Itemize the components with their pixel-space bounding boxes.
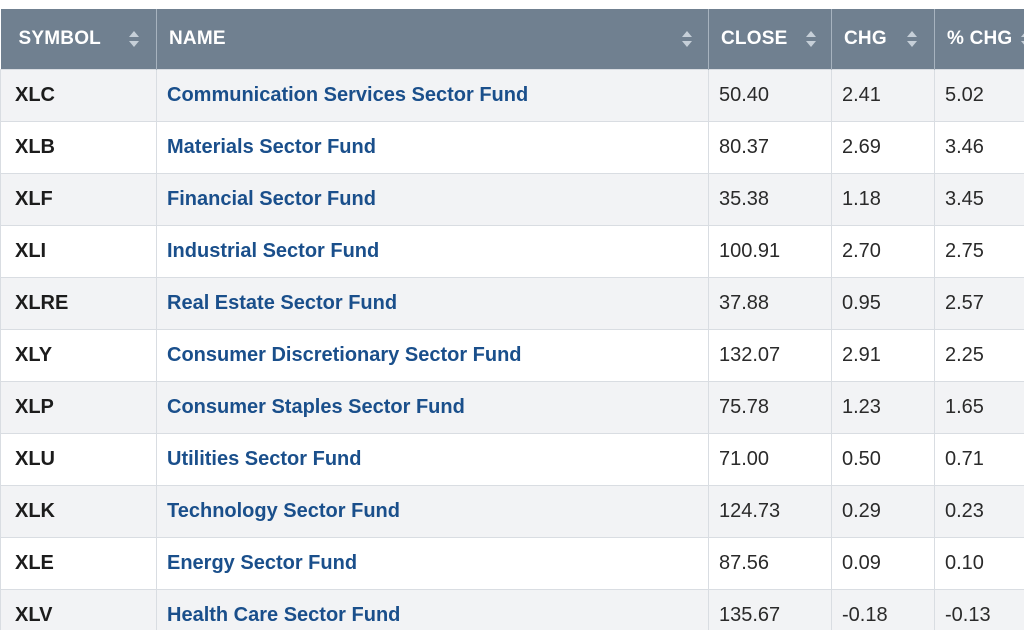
chg-cell: 2.41: [831, 69, 935, 121]
header-row: SYMBOL NAME CLOSE CHG % CHG: [0, 9, 1024, 69]
column-header-symbol-label: SYMBOL: [18, 27, 101, 49]
column-header-pct-chg-label: % CHG: [947, 27, 1013, 49]
name-cell: Utilities Sector Fund: [156, 433, 709, 485]
sort-icon[interactable]: [682, 30, 692, 47]
table-row[interactable]: XLK Technology Sector Fund 124.73 0.29 0.23: [0, 485, 1024, 537]
pct-chg-cell: 0.71: [934, 433, 1024, 485]
fund-name-link[interactable]: Financial Sector Fund: [167, 187, 376, 210]
fund-name-link[interactable]: Consumer Discretionary Sector Fund: [167, 343, 522, 366]
close-cell: 132.07: [708, 329, 832, 381]
chg-cell: 2.69: [831, 121, 935, 173]
fund-name-link[interactable]: Utilities Sector Fund: [167, 447, 362, 470]
fund-name-link[interactable]: Technology Sector Fund: [167, 499, 400, 522]
fund-name-link[interactable]: Communication Services Sector Fund: [167, 83, 529, 106]
column-header-chg[interactable]: CHG: [831, 9, 935, 69]
table-row[interactable]: XLP Consumer Staples Sector Fund 75.78 1.23…: [0, 381, 1024, 433]
pct-chg-cell: 1.65: [934, 381, 1024, 433]
pct-chg-cell: -0.13: [934, 589, 1024, 630]
pct-chg-cell: 3.45: [934, 173, 1024, 225]
symbol-cell: XLRE: [0, 277, 157, 329]
symbol-cell: XLV: [0, 589, 157, 630]
table-row[interactable]: XLY Consumer Discretionary Sector Fund 132…: [0, 329, 1024, 381]
close-cell: 50.40: [708, 69, 832, 121]
symbol-cell: XLU: [0, 433, 157, 485]
sort-icon[interactable]: [1021, 30, 1024, 47]
chg-cell: 0.29: [831, 485, 935, 537]
close-cell: 37.88: [708, 277, 832, 329]
pct-chg-cell: 5.02: [934, 69, 1024, 121]
name-cell: Materials Sector Fund: [156, 121, 709, 173]
pct-chg-cell: 0.23: [934, 485, 1024, 537]
symbol-cell: XLE: [0, 537, 157, 589]
close-cell: 87.56: [708, 537, 832, 589]
name-cell: Energy Sector Fund: [156, 537, 709, 589]
fund-name-link[interactable]: Materials Sector Fund: [167, 135, 376, 158]
table-row[interactable]: XLF Financial Sector Fund 35.38 1.18 3.45: [0, 173, 1024, 225]
symbol-cell: XLP: [0, 381, 157, 433]
name-cell: Financial Sector Fund: [156, 173, 709, 225]
fund-name-link[interactable]: Industrial Sector Fund: [167, 239, 380, 262]
close-cell: 35.38: [708, 173, 832, 225]
chg-cell: 0.50: [831, 433, 935, 485]
fund-name-link[interactable]: Real Estate Sector Fund: [167, 291, 398, 314]
sector-fund-table-container: SYMBOL NAME CLOSE CHG % CHG: [0, 9, 1024, 630]
table-row[interactable]: XLB Materials Sector Fund 80.37 2.69 3.46: [0, 121, 1024, 173]
fund-name-link[interactable]: Energy Sector Fund: [167, 551, 358, 574]
close-cell: 100.91: [708, 225, 832, 277]
sort-icon[interactable]: [806, 30, 816, 47]
pct-chg-cell: 0.10: [934, 537, 1024, 589]
symbol-cell: XLC: [0, 69, 157, 121]
chg-cell: 0.09: [831, 537, 935, 589]
symbol-cell: XLI: [0, 225, 157, 277]
close-cell: 71.00: [708, 433, 832, 485]
name-cell: Communication Services Sector Fund: [156, 69, 709, 121]
sort-icon[interactable]: [907, 30, 917, 47]
chg-cell: 1.18: [831, 173, 935, 225]
table-row[interactable]: XLRE Real Estate Sector Fund 37.88 0.95 2.57: [0, 277, 1024, 329]
table-row[interactable]: XLV Health Care Sector Fund 135.67 -0.18 -0.…: [0, 589, 1024, 630]
symbol-cell: XLF: [0, 173, 157, 225]
symbol-cell: XLY: [0, 329, 157, 381]
close-cell: 135.67: [708, 589, 832, 630]
name-cell: Industrial Sector Fund: [156, 225, 709, 277]
close-cell: 75.78: [708, 381, 832, 433]
column-header-name[interactable]: NAME: [156, 9, 709, 69]
sector-fund-table: SYMBOL NAME CLOSE CHG % CHG: [0, 9, 1024, 630]
table-row[interactable]: XLI Industrial Sector Fund 100.91 2.70 2.75: [0, 225, 1024, 277]
name-cell: Consumer Staples Sector Fund: [156, 381, 709, 433]
table-row[interactable]: XLC Communication Services Sector Fund 50.…: [0, 69, 1024, 121]
table-header: SYMBOL NAME CLOSE CHG % CHG: [0, 9, 1024, 69]
table-row[interactable]: XLE Energy Sector Fund 87.56 0.09 0.10: [0, 537, 1024, 589]
chg-cell: 2.70: [831, 225, 935, 277]
fund-name-link[interactable]: Consumer Staples Sector Fund: [167, 395, 465, 418]
table-body: XLC Communication Services Sector Fund 50.…: [0, 69, 1024, 630]
close-cell: 124.73: [708, 485, 832, 537]
symbol-cell: XLK: [0, 485, 157, 537]
sort-icon[interactable]: [128, 30, 139, 47]
chg-cell: 2.91: [831, 329, 935, 381]
fund-name-link[interactable]: Health Care Sector Fund: [167, 603, 401, 626]
column-header-pct-chg[interactable]: % CHG: [934, 9, 1024, 69]
column-header-close[interactable]: CLOSE: [708, 9, 832, 69]
pct-chg-cell: 2.57: [934, 277, 1024, 329]
chg-cell: 0.95: [831, 277, 935, 329]
chg-cell: -0.18: [831, 589, 935, 630]
chg-cell: 1.23: [831, 381, 935, 433]
pct-chg-cell: 3.46: [934, 121, 1024, 173]
column-header-symbol[interactable]: SYMBOL: [0, 9, 157, 69]
name-cell: Technology Sector Fund: [156, 485, 709, 537]
close-cell: 80.37: [708, 121, 832, 173]
column-header-name-label: NAME: [169, 27, 226, 49]
name-cell: Health Care Sector Fund: [156, 589, 709, 630]
name-cell: Consumer Discretionary Sector Fund: [156, 329, 709, 381]
pct-chg-cell: 2.25: [934, 329, 1024, 381]
name-cell: Real Estate Sector Fund: [156, 277, 709, 329]
symbol-cell: XLB: [0, 121, 157, 173]
column-header-chg-label: CHG: [844, 27, 887, 49]
pct-chg-cell: 2.75: [934, 225, 1024, 277]
table-row[interactable]: XLU Utilities Sector Fund 71.00 0.50 0.71: [0, 433, 1024, 485]
column-header-close-label: CLOSE: [721, 27, 788, 49]
